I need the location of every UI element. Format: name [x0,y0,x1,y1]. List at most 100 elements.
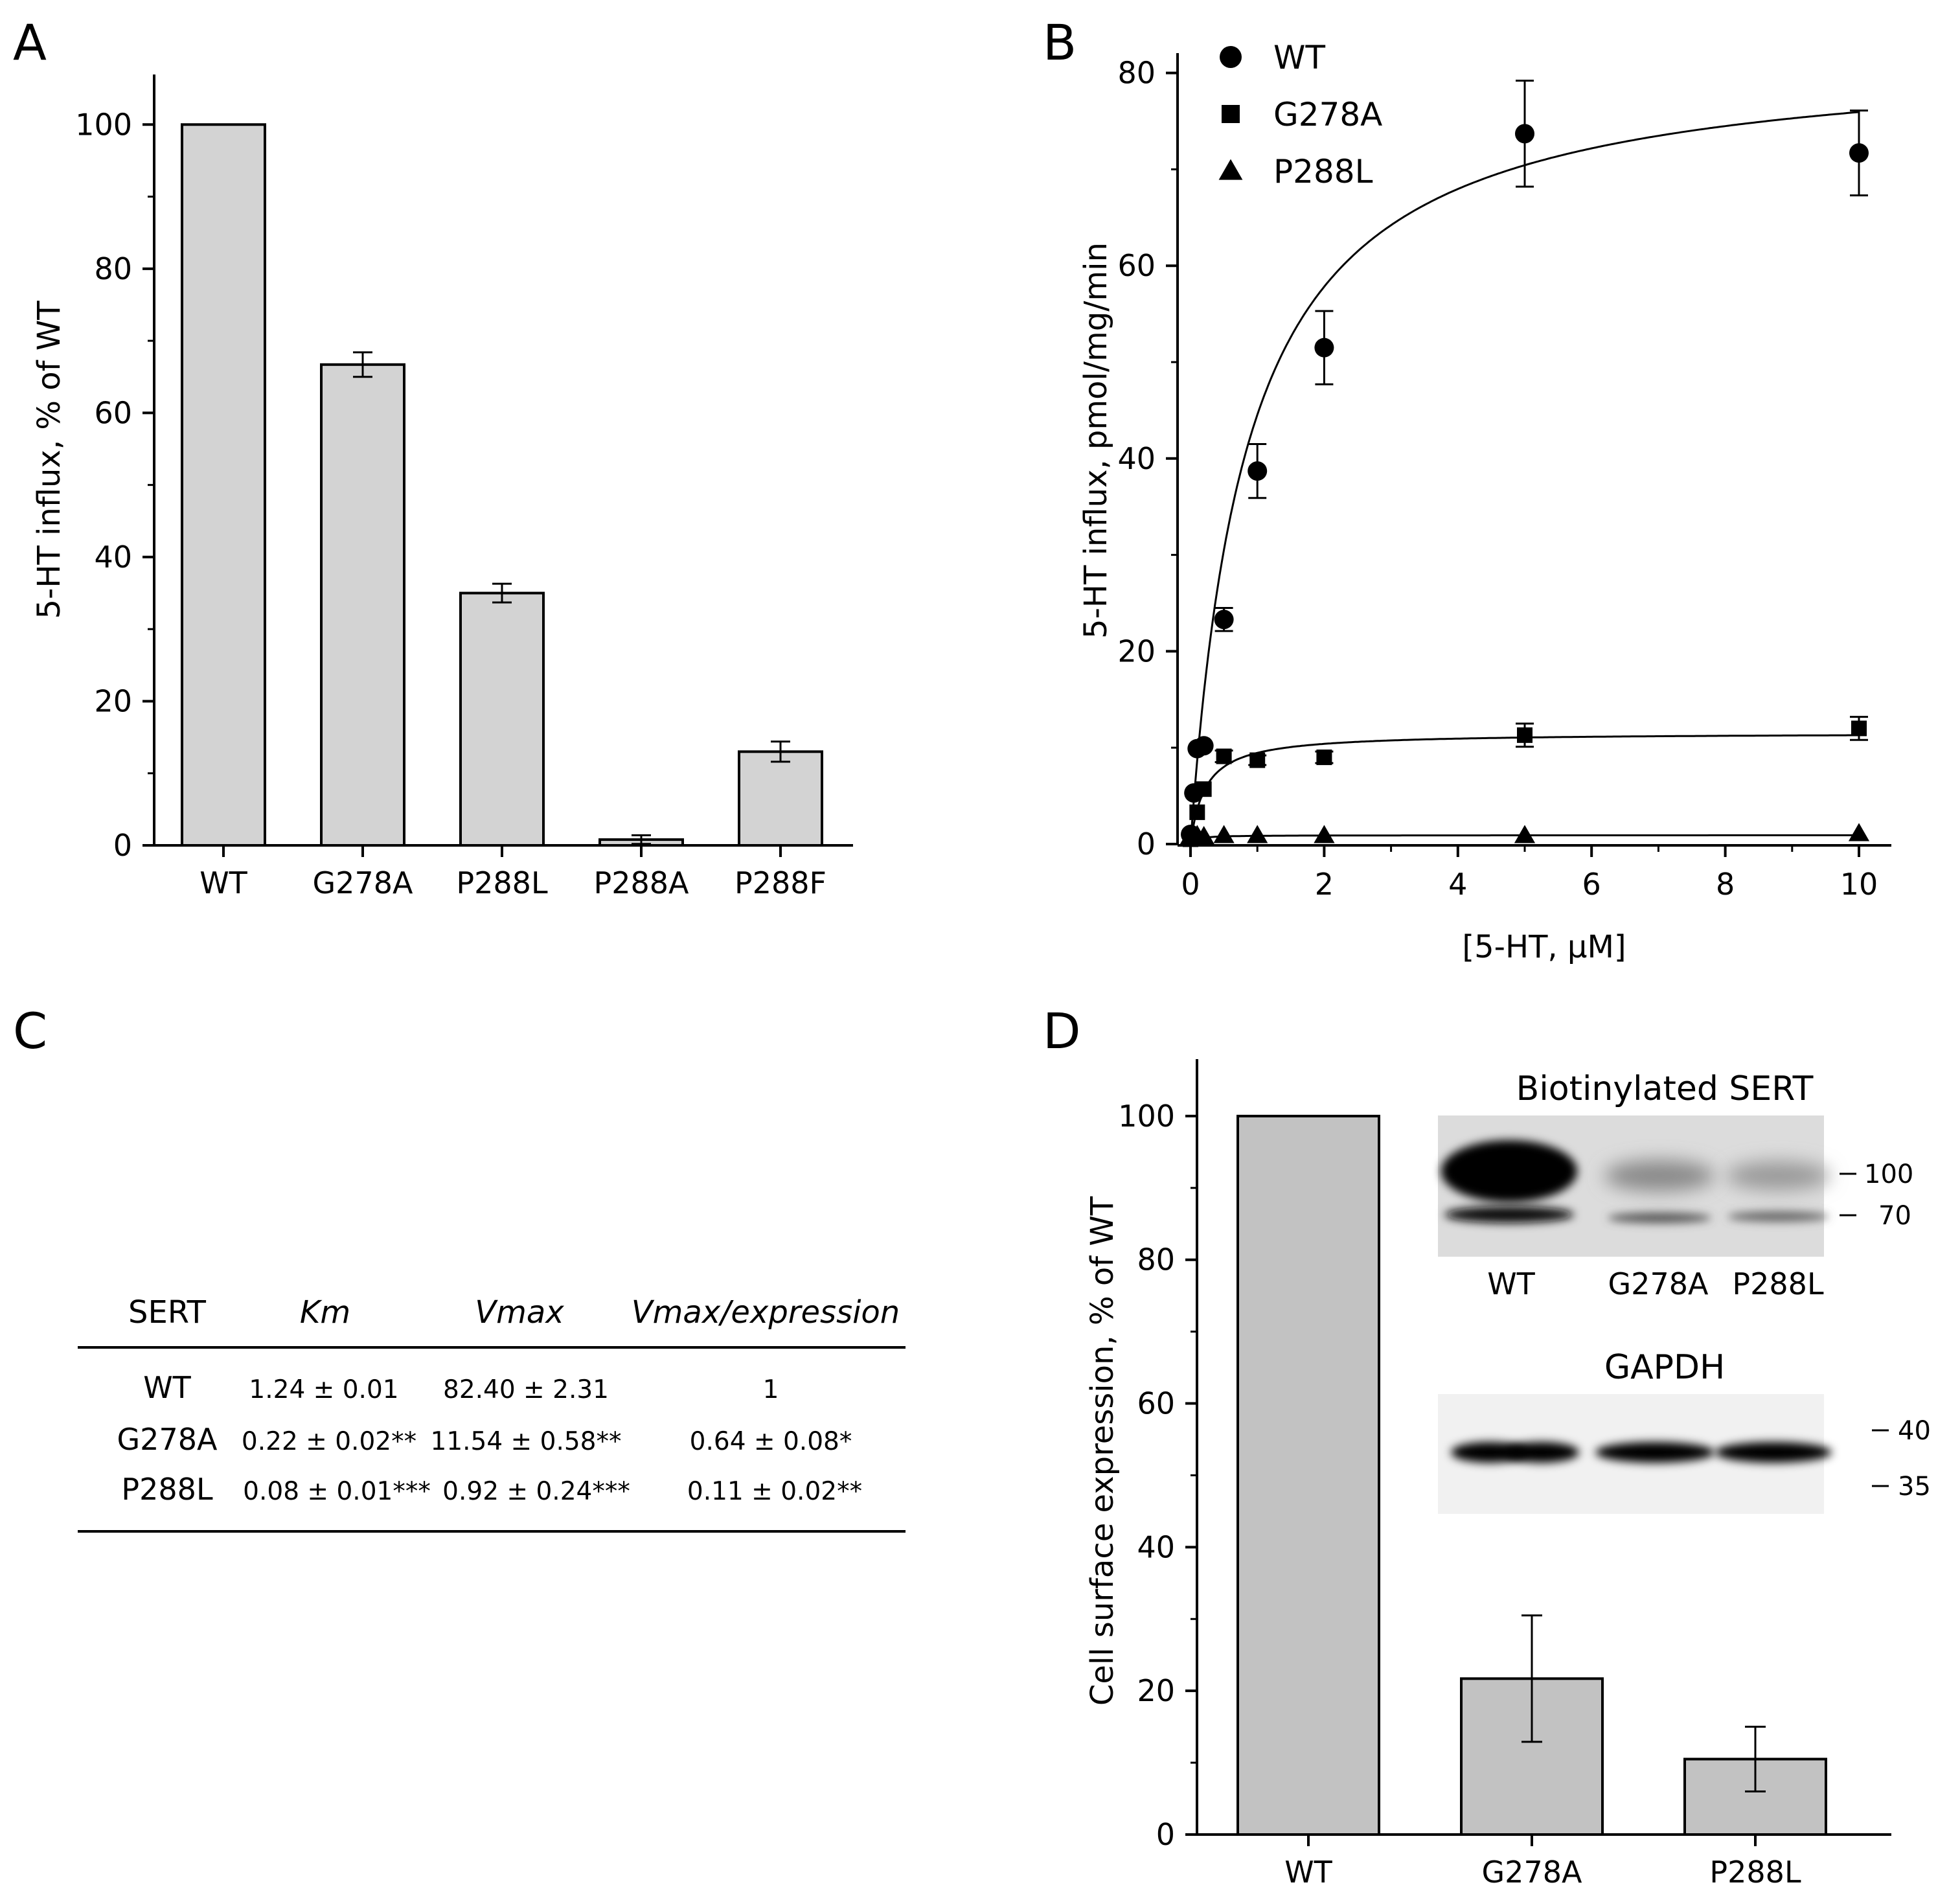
blot-band [1608,1213,1711,1223]
x-tick-label: WT [1284,1855,1332,1887]
bar [1236,1114,1380,1836]
data-point-p288l [1213,825,1235,843]
y-tick-label: 100 [75,107,132,142]
data-point-g278a [1216,748,1232,764]
col-header-vmax: Vmax [475,1294,564,1331]
y-tick-label: 100 [1118,1099,1175,1134]
blot-biotinylated-sert: Biotinylated SERT 100 70 WT G278A P288L [1438,1069,1913,1301]
table-cell: 0.08 ± 0.01*** [243,1477,431,1506]
y-tick-label: 60 [1137,1386,1175,1421]
legend-label: P288L [1273,153,1373,190]
blot-band [1441,1140,1577,1202]
x-tick-label: 8 [1716,867,1735,902]
y-tick-label: 20 [94,683,132,718]
data-point-g278a [1249,752,1266,768]
y-tick-label: 40 [1117,441,1156,476]
table-cell: 0.92 ± 0.24*** [442,1477,630,1506]
y-tick-label: 60 [1117,248,1156,283]
legend-marker-wt [1220,46,1242,68]
row-label: P288L [121,1472,213,1507]
blot-band [1504,1442,1579,1463]
y-tick-label: 40 [94,540,132,575]
data-point-p288l [1247,825,1268,843]
data-point-wt [1515,124,1534,144]
panel-label-b: B [1043,14,1077,71]
x-tick-label: 2 [1315,867,1334,902]
mw-marker-70: 70 [1878,1201,1911,1231]
mw-marker-35: 35 [1898,1472,1931,1502]
y-tick-label: 80 [94,251,132,286]
col-header-vmax-expression: Vmax/expression [632,1294,900,1331]
y-tick-label: 0 [1156,1817,1175,1852]
data-point-p288l [1514,825,1536,843]
blot-lane-label: WT [1487,1266,1535,1301]
bar [738,750,823,847]
x-tick-label: 6 [1582,867,1601,902]
x-tick-label: 0 [1181,867,1200,902]
blot-title: Biotinylated SERT [1516,1069,1814,1108]
col-header-sert: SERT [128,1294,207,1331]
x-tick-label: G278A [1482,1855,1582,1887]
data-point-wt [1248,461,1268,481]
table-cell: 1.24 ± 0.01 [249,1375,398,1404]
y-tick-label: 20 [1117,634,1156,669]
blot-gapdh: GAPDH 40 35 [1438,1348,1931,1514]
table-cell: 0.64 ± 0.08* [690,1427,852,1456]
x-tick-label: P288A [593,865,689,900]
legend-marker-g278a [1222,105,1240,123]
kinetics-table: SERT Km Vmax Vmax/expression WT 1.24 ± 0… [78,1294,906,1533]
bar [181,123,266,847]
y-tick-label: 80 [1117,56,1156,91]
x-tick-label: G278A [313,865,413,900]
data-point-g278a [1316,749,1332,766]
data-point-g278a [1189,804,1205,820]
col-header-km: Km [300,1294,350,1331]
data-point-g278a [1196,781,1212,797]
data-point-p288l [1193,825,1214,844]
x-tick-label: 10 [1840,867,1878,902]
bar-chart-expression: 0 20 40 60 80 100 WT G278A P288L Cell surface e… [1084,1059,1931,1887]
table-cell: 0.22 ± 0.02** [242,1427,416,1456]
x-tick-label: P288F [735,865,826,900]
data-point-wt [1194,736,1214,756]
data-point-wt [1214,610,1234,630]
table-cell: 1 [763,1375,779,1404]
panel-label-d: D [1043,1002,1081,1060]
mw-marker-40: 40 [1898,1416,1931,1446]
mw-marker-100: 100 [1864,1160,1913,1189]
y-tick-label: 60 [94,395,132,430]
table-cell: 0.11 ± 0.02** [687,1477,862,1506]
y-tick-label: 0 [113,828,132,863]
panel-label-a: A [13,14,47,71]
blot-band [1715,1442,1832,1463]
data-point-p288l [1848,823,1870,841]
blot-band [1595,1442,1715,1463]
y-tick-label: 0 [1137,827,1156,862]
blot-band [1726,1161,1830,1190]
blot-lane-label: G278A [1608,1266,1709,1301]
row-label: G278A [117,1422,218,1457]
legend-label: WT [1273,39,1325,76]
y-tick-label: 80 [1137,1242,1175,1277]
blot-band [1604,1160,1715,1191]
data-point-p288l [1314,825,1335,843]
bar [320,363,405,847]
x-axis-title: [5-HT, μM] [1462,929,1626,965]
table-cell: 82.40 ± 2.31 [443,1375,609,1404]
y-tick-label: 40 [1137,1529,1175,1564]
data-point-wt [1849,143,1869,163]
y-tick-label: 20 [1137,1673,1175,1708]
y-axis-title: Cell surface expression, % of WT [1084,1196,1121,1706]
table-cell: 11.54 ± 0.58** [431,1427,622,1456]
legend-label: G278A [1273,96,1382,133]
x-tick-label: P288L [1709,1855,1801,1887]
blot-title: GAPDH [1604,1348,1725,1387]
data-point-wt [1314,337,1334,358]
data-point-g278a [1851,720,1867,737]
blot-band [1444,1206,1574,1223]
data-point-g278a [1517,727,1533,743]
x-tick-label: 4 [1448,867,1467,902]
y-axis-title: 5-HT influx, % of WT [31,301,67,619]
legend-marker-p288l [1218,159,1243,180]
